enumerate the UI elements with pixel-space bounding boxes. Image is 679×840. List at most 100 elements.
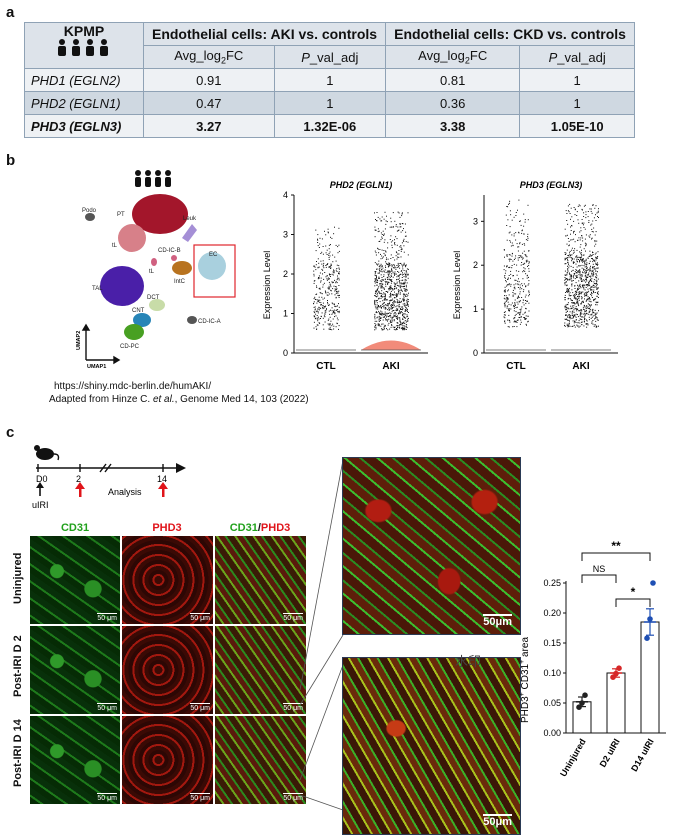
data-point [321, 293, 323, 295]
data-point [376, 212, 378, 213]
data-point [338, 325, 340, 327]
data-point [376, 276, 377, 278]
data-point [385, 223, 387, 225]
data-point [381, 283, 383, 285]
data-point [392, 276, 394, 278]
data-point [375, 311, 377, 313]
data-point [504, 314, 506, 316]
data-point [327, 228, 329, 230]
value-cell: 1 [273, 68, 387, 92]
data-point [506, 284, 508, 286]
data-point [400, 311, 402, 313]
data-point [332, 323, 334, 325]
data-point [386, 215, 387, 217]
data-point [508, 319, 510, 321]
data-point [567, 270, 569, 272]
data-point [329, 324, 331, 326]
data-point [527, 204, 529, 206]
data-point [402, 309, 404, 311]
data-point [322, 305, 324, 307]
data-point [404, 290, 406, 292]
data-point [392, 271, 394, 273]
data-point [572, 307, 574, 309]
data-point [588, 222, 590, 223]
data-point [568, 240, 570, 242]
data-point [576, 276, 578, 278]
data-point [595, 214, 596, 216]
data-point [323, 278, 325, 280]
data-point [591, 228, 593, 230]
data-point [521, 256, 523, 258]
data-point [338, 312, 340, 314]
data-point [323, 282, 325, 284]
kpmp-table: KPMP Endothelial cells: AKI vs. controls… [24, 22, 635, 138]
data-point [388, 316, 390, 318]
data-point [577, 239, 579, 241]
data-point [399, 306, 401, 308]
data-point [576, 324, 578, 326]
data-point [405, 276, 407, 278]
data-point [399, 226, 401, 228]
data-point [402, 223, 404, 225]
data-point [327, 287, 329, 289]
data-point [567, 324, 569, 326]
data-point [523, 270, 525, 272]
data-point [581, 275, 583, 277]
data-point [515, 313, 517, 315]
data-point [316, 318, 318, 320]
data-point [585, 250, 586, 252]
data-point [513, 284, 515, 286]
data-point [375, 300, 377, 302]
data-point [525, 323, 527, 325]
data-point [399, 301, 401, 303]
data-point [336, 268, 338, 269]
data-point [328, 305, 330, 306]
data-point [565, 210, 567, 212]
data-point [398, 313, 399, 315]
data-point [585, 281, 587, 283]
data-point [325, 311, 327, 313]
data-point [378, 286, 379, 288]
data-point [377, 216, 379, 218]
data-point [570, 233, 571, 235]
data-point [331, 237, 333, 239]
data-point [392, 226, 394, 228]
data-point [374, 326, 376, 328]
data-point [338, 272, 340, 274]
data-point [398, 285, 399, 287]
data-point [316, 261, 317, 262]
data-point [581, 222, 583, 224]
data-point [391, 325, 393, 326]
data-point [380, 239, 382, 241]
data-point [510, 285, 512, 287]
data-point [595, 298, 597, 300]
data-point [375, 271, 377, 273]
data-point [503, 290, 505, 292]
data-point [322, 324, 324, 326]
data-point [514, 320, 516, 322]
data-point [313, 282, 315, 284]
data-point [333, 270, 335, 272]
data-point [593, 273, 595, 275]
data-point [581, 255, 583, 257]
data-point [582, 284, 584, 286]
data-point [405, 235, 407, 237]
data-point [581, 209, 583, 211]
data-point [579, 322, 581, 324]
data-point [396, 308, 398, 310]
data-point [567, 310, 568, 312]
data-point [335, 297, 337, 299]
data-point [571, 285, 573, 287]
data-point [393, 320, 395, 322]
data-point [398, 278, 400, 280]
data-point [374, 316, 376, 318]
data-point [524, 262, 526, 264]
data-point [381, 249, 383, 251]
data-point [514, 286, 516, 288]
data-point [398, 306, 400, 308]
data-point [332, 261, 334, 263]
data-point [518, 246, 520, 248]
data-point [374, 323, 376, 324]
data-point [403, 305, 405, 307]
